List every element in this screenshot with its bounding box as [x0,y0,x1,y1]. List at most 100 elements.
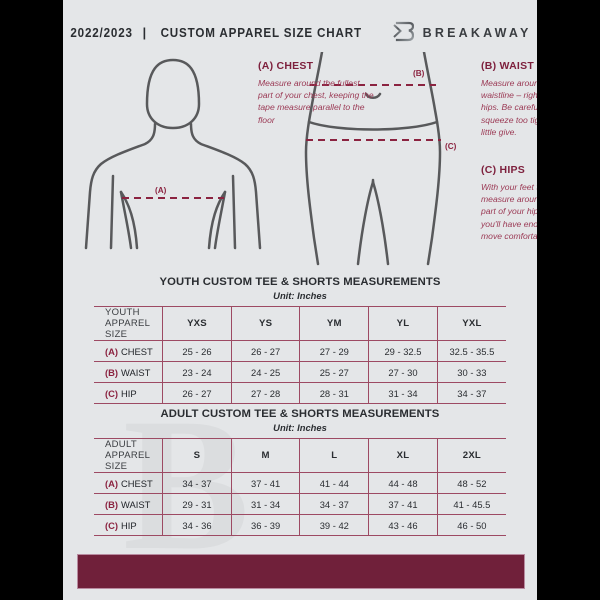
callout-chest-title: (A) CHEST [258,60,314,72]
dim-label-waist: (B) [413,69,425,78]
upper-body-figure [84,58,262,250]
measure-tag: (B) [105,366,119,378]
measure-name: WAIST [121,366,151,378]
youth-cell-chest-yl: 29 - 32.5 [368,340,438,362]
measure-name: CHEST [121,345,153,357]
adult-size-header-m: M [230,438,301,473]
adult-cell-hip-m: 36 - 39 [230,514,301,536]
adult-cell-waist-xl: 37 - 41 [368,493,438,515]
measure-tag: (B) [105,498,119,510]
youth-unit-label: Unit: Inches [273,290,327,301]
youth-cell-waist-yl: 27 - 30 [368,361,438,383]
adult-row-label-waist: (B) WAIST [94,493,164,515]
table-row: (A) CHEST 25 - 26 26 - 27 27 - 29 29 - 32.5 32… [94,340,506,362]
adult-unit-label: Unit: Inches [273,422,327,433]
table-row: (A) CHEST 34 - 37 37 - 41 41 - 44 44 - 48 48 -… [94,472,506,494]
callout-hips: (C) HIPS With your feet together, measur… [481,164,537,242]
adult-cell-waist-2xl: 41 - 45.5 [436,493,506,515]
table-row: (B) WAIST 29 - 31 31 - 34 34 - 37 37 - 41 41 -… [94,493,506,515]
youth-measurements-section: YOUTH CUSTOM TEE & SHORTS MEASUREMENTS U… [63,276,537,404]
callout-waist: (B) WAIST Measure around your natural wa… [481,60,537,138]
measure-tag: (C) [105,387,119,399]
adult-cell-hip-xl: 43 - 46 [368,514,438,536]
adult-cell-hip-2xl: 46 - 50 [436,514,506,536]
table-row: (C) HIP 34 - 36 36 - 39 39 - 42 43 - 46 46 - 5… [94,514,506,536]
adult-table-header-row: ADULT APPAREL SIZE S M L XL 2XL [94,438,506,473]
table-row: (B) WAIST 23 - 24 24 - 25 25 - 27 27 - 30 30 -… [94,361,506,383]
callout-chest-body: Measure around the fullest part of your … [258,78,374,125]
youth-table-body: YOUTH APPAREL SIZE YXS YS YM YL YXL (A) CHEST 25… [94,306,506,404]
adult-cell-hip-s: 34 - 36 [162,514,232,536]
youth-row-label-waist: (B) WAIST [94,361,164,383]
youth-row-label-hip: (C) HIP [94,382,164,404]
youth-cell-chest-ym: 27 - 29 [299,340,370,362]
breakaway-b-monogram-icon [392,21,414,45]
adult-cell-chest-m: 37 - 41 [230,472,301,494]
youth-cell-chest-yxl: 32.5 - 35.5 [436,340,506,362]
table-row: (C) HIP 26 - 27 27 - 28 28 - 31 31 - 34 34 - 3… [94,382,506,404]
youth-size-header-ym: YM [299,306,370,341]
youth-size-header-yl: YL [368,306,438,341]
callout-hips-body: With your feet together, measure around … [481,182,537,241]
adult-cell-hip-l: 39 - 42 [299,514,370,536]
adult-cell-waist-m: 31 - 34 [230,493,301,515]
measure-tag: (C) [105,519,119,531]
youth-row-label-chest: (A) CHEST [94,340,164,362]
youth-size-header-yxl: YXL [436,306,506,341]
measure-name: WAIST [121,498,151,510]
youth-cell-hip-ym: 28 - 31 [299,382,370,404]
youth-cell-chest-yxs: 25 - 26 [162,340,232,362]
adult-size-header-xl: XL [368,438,438,473]
page-title: CUSTOM APPAREL SIZE CHART [160,26,363,40]
lower-body-figure [304,52,442,266]
measure-tag: (A) [105,345,119,357]
adult-size-header-l: L [299,438,370,473]
youth-size-header-ys: YS [230,306,301,341]
callout-chest: (A) CHEST Measure around the fullest par… [258,60,376,126]
callout-waist-body: Measure around your natural waistline – … [481,78,537,137]
youth-apparel-size-label: YOUTH APPAREL SIZE [94,306,164,341]
youth-cell-chest-ys: 26 - 27 [230,340,301,362]
youth-cell-hip-yl: 31 - 34 [368,382,438,404]
brand-name: BREAKAWAY [422,26,532,40]
youth-size-table: YOUTH APPAREL SIZE YXS YS YM YL YXL (A) CHEST 25… [94,306,506,404]
youth-size-header-yxs: YXS [162,306,232,341]
adult-size-table: ADULT APPAREL SIZE S M L XL 2XL (A) CHEST 34 - 3… [94,438,506,536]
adult-size-header-2xl: 2XL [436,438,506,473]
youth-cell-hip-yxs: 26 - 27 [162,382,232,404]
adult-table-body: ADULT APPAREL SIZE S M L XL 2XL (A) CHEST 34 - 3… [94,438,506,536]
adult-cell-chest-l: 41 - 44 [299,472,370,494]
adult-cell-chest-s: 34 - 37 [162,472,232,494]
page-header: 2022/2023 | CUSTOM APPAREL SIZE CHART [63,16,537,50]
adult-cell-chest-2xl: 48 - 52 [436,472,506,494]
adult-size-header-s: S [162,438,232,473]
adult-cell-waist-s: 29 - 31 [162,493,232,515]
adult-apparel-size-label: ADULT APPAREL SIZE [94,438,164,473]
youth-cell-hip-ys: 27 - 28 [230,382,301,404]
youth-section-title: YOUTH CUSTOM TEE & SHORTS MEASUREMENTS [159,276,441,288]
measure-name: CHEST [121,477,153,489]
header-season: 2022/2023 [70,26,134,40]
measure-name: HIP [121,387,137,399]
adult-measurements-section: ADULT CUSTOM TEE & SHORTS MEASUREMENTS U… [63,408,537,536]
youth-table-header-row: YOUTH APPAREL SIZE YXS YS YM YL YXL [94,306,506,341]
callout-waist-title: (B) WAIST [481,60,534,72]
adult-row-label-chest: (A) CHEST [94,472,164,494]
adult-cell-waist-l: 34 - 37 [299,493,370,515]
callout-hips-title: (C) HIPS [481,164,525,176]
size-chart-page: B 2022/2023 | CUSTOM APPAREL SIZE CHART [63,0,537,600]
footer-bar [77,554,525,589]
youth-cell-hip-yxl: 34 - 37 [436,382,506,404]
adult-row-label-hip: (C) HIP [94,514,164,536]
youth-cell-waist-ys: 24 - 25 [230,361,301,383]
youth-cell-waist-yxs: 23 - 24 [162,361,232,383]
adult-section-title: ADULT CUSTOM TEE & SHORTS MEASUREMENTS [160,408,440,420]
measure-tag: (A) [105,477,119,489]
dim-label-hips: (C) [445,142,457,151]
brand-lockup: BREAKAWAY [392,20,532,46]
youth-cell-waist-yxl: 30 - 33 [436,361,506,383]
youth-cell-waist-ym: 25 - 27 [299,361,370,383]
dim-label-chest: (A) [155,186,167,195]
adult-cell-chest-xl: 44 - 48 [368,472,438,494]
